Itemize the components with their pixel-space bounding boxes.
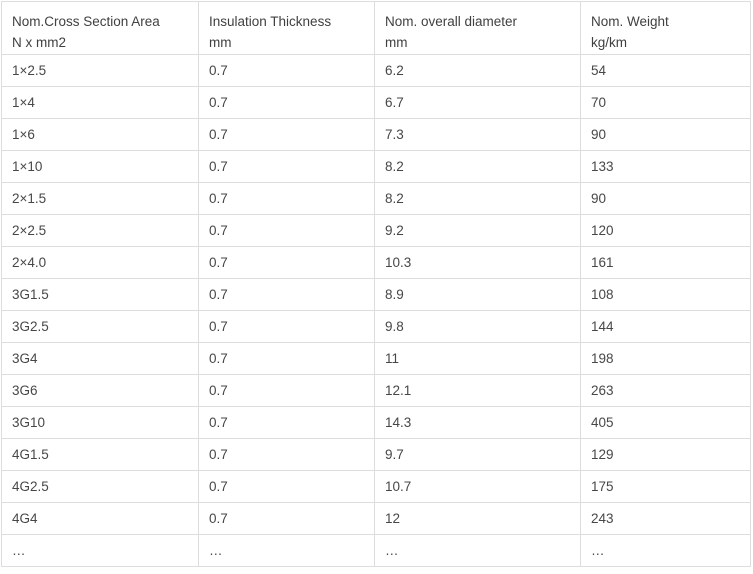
- cell-insulation-thickness: 0.7: [198, 150, 375, 183]
- column-unit: kg/km: [591, 35, 628, 50]
- column-title: Nom. Weight: [591, 14, 669, 29]
- cell-insulation-thickness: 0.7: [198, 118, 375, 151]
- cell-cross-section: 1×6: [1, 118, 199, 151]
- cell-overall-diameter: 6.7: [374, 86, 581, 119]
- cell-cross-section: 2×4.0: [1, 246, 199, 279]
- cell-insulation-thickness: 0.7: [198, 182, 375, 215]
- cell-cross-section: 2×2.5: [1, 214, 199, 247]
- cell-cross-section: 1×2.5: [1, 54, 199, 87]
- cell-overall-diameter: 10.7: [374, 470, 581, 503]
- cell-weight: 108: [580, 278, 751, 311]
- column-unit: N x mm2: [12, 35, 66, 50]
- cell-cross-section: …: [1, 534, 199, 567]
- cell-weight: 54: [580, 54, 751, 87]
- table-row: 1×2.5 0.7 6.2 54: [1, 54, 751, 87]
- cell-weight: 120: [580, 214, 751, 247]
- column-unit: mm: [209, 35, 232, 50]
- cell-overall-diameter: …: [374, 534, 581, 567]
- cell-cross-section: 4G4: [1, 502, 199, 535]
- cell-insulation-thickness: …: [198, 534, 375, 567]
- cell-weight: 129: [580, 438, 751, 471]
- cell-weight: 198: [580, 342, 751, 375]
- table-row: 3G2.5 0.7 9.8 144: [1, 310, 751, 343]
- cell-cross-section: 4G2.5: [1, 470, 199, 503]
- column-title: Insulation Thickness: [209, 14, 332, 29]
- column-header-weight: Nom. Weight kg/km: [580, 1, 751, 55]
- cell-insulation-thickness: 0.7: [198, 246, 375, 279]
- cell-weight: 144: [580, 310, 751, 343]
- cell-cross-section: 1×10: [1, 150, 199, 183]
- cell-insulation-thickness: 0.7: [198, 214, 375, 247]
- table-body: 1×2.5 0.7 6.2 54 1×4 0.7 6.7 70 1×6 0.7 7.3 90 1×10 0…: [1, 54, 751, 567]
- cell-overall-diameter: 9.8: [374, 310, 581, 343]
- cell-insulation-thickness: 0.7: [198, 310, 375, 343]
- column-header-cross-section: Nom.Cross Section Area N x mm2: [1, 1, 199, 55]
- table-row: 4G1.5 0.7 9.7 129: [1, 438, 751, 471]
- table-row: 3G1.5 0.7 8.9 108: [1, 278, 751, 311]
- table-row: 2×4.0 0.7 10.3 161: [1, 246, 751, 279]
- table-row: 4G4 0.7 12 243: [1, 502, 751, 535]
- cell-cross-section: 2×1.5: [1, 182, 199, 215]
- cell-cross-section: 3G4: [1, 342, 199, 375]
- cell-insulation-thickness: 0.7: [198, 502, 375, 535]
- cell-overall-diameter: 11: [374, 342, 581, 375]
- cell-overall-diameter: 14.3: [374, 406, 581, 439]
- cell-cross-section: 3G10: [1, 406, 199, 439]
- cell-overall-diameter: 8.2: [374, 182, 581, 215]
- table-row: 2×1.5 0.7 8.2 90: [1, 182, 751, 215]
- column-header-insulation-thickness: Insulation Thickness mm: [198, 1, 375, 55]
- cell-overall-diameter: 12: [374, 502, 581, 535]
- cell-cross-section: 3G2.5: [1, 310, 199, 343]
- cell-overall-diameter: 8.9: [374, 278, 581, 311]
- cell-weight: 175: [580, 470, 751, 503]
- table-row: 1×4 0.7 6.7 70: [1, 86, 751, 119]
- cell-overall-diameter: 6.2: [374, 54, 581, 87]
- cell-weight: 70: [580, 86, 751, 119]
- cell-insulation-thickness: 0.7: [198, 342, 375, 375]
- cell-cross-section: 4G1.5: [1, 438, 199, 471]
- cell-cross-section: 3G6: [1, 374, 199, 407]
- table-row: 1×6 0.7 7.3 90: [1, 118, 751, 151]
- table-row: …………: [1, 534, 751, 567]
- cell-weight: 243: [580, 502, 751, 535]
- cell-insulation-thickness: 0.7: [198, 278, 375, 311]
- cell-weight: 90: [580, 182, 751, 215]
- table-row: 2×2.5 0.7 9.2 120: [1, 214, 751, 247]
- cell-overall-diameter: 9.2: [374, 214, 581, 247]
- table-row: 4G2.5 0.7 10.7 175: [1, 470, 751, 503]
- cell-overall-diameter: 10.3: [374, 246, 581, 279]
- cell-cross-section: 3G1.5: [1, 278, 199, 311]
- column-header-overall-diameter: Nom. overall diameter mm: [374, 1, 581, 55]
- table-header: Nom.Cross Section Area N x mm2 Insulatio…: [1, 1, 751, 55]
- cell-insulation-thickness: 0.7: [198, 438, 375, 471]
- table-row: 3G10 0.7 14.3 405: [1, 406, 751, 439]
- column-title: Nom.Cross Section Area: [12, 14, 160, 29]
- cell-weight: …: [580, 534, 751, 567]
- cell-insulation-thickness: 0.7: [198, 54, 375, 87]
- cell-overall-diameter: 9.7: [374, 438, 581, 471]
- cell-weight: 263: [580, 374, 751, 407]
- column-unit: mm: [385, 35, 408, 50]
- table-row: 3G4 0.7 11 198: [1, 342, 751, 375]
- cell-overall-diameter: 7.3: [374, 118, 581, 151]
- cell-insulation-thickness: 0.7: [198, 86, 375, 119]
- cell-insulation-thickness: 0.7: [198, 374, 375, 407]
- table-row: 1×10 0.7 8.2 133: [1, 150, 751, 183]
- cell-overall-diameter: 12.1: [374, 374, 581, 407]
- cell-overall-diameter: 8.2: [374, 150, 581, 183]
- header-row: Nom.Cross Section Area N x mm2 Insulatio…: [1, 1, 751, 55]
- cell-weight: 161: [580, 246, 751, 279]
- cell-weight: 405: [580, 406, 751, 439]
- cell-cross-section: 1×4: [1, 86, 199, 119]
- cell-insulation-thickness: 0.7: [198, 406, 375, 439]
- cell-weight: 133: [580, 150, 751, 183]
- cell-insulation-thickness: 0.7: [198, 470, 375, 503]
- cell-weight: 90: [580, 118, 751, 151]
- table-row: 3G6 0.7 12.1 263: [1, 374, 751, 407]
- column-title: Nom. overall diameter: [385, 14, 518, 29]
